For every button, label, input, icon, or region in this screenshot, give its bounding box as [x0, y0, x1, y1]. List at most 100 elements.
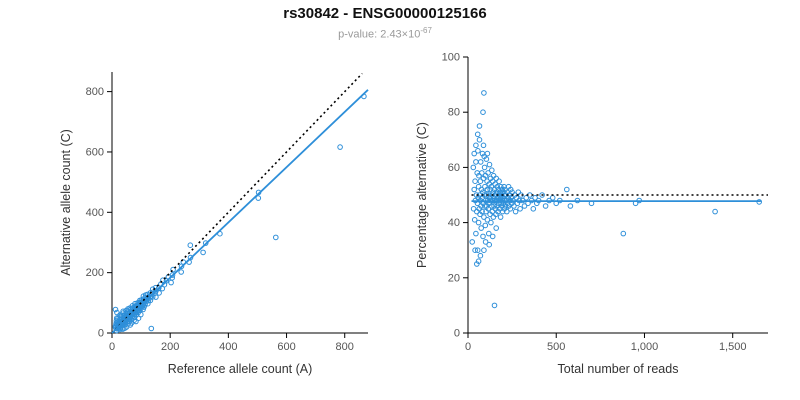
data-point — [491, 203, 497, 209]
data-point — [491, 302, 498, 309]
data-point — [488, 203, 495, 209]
data-point — [523, 195, 530, 201]
figure-title: rs30842 - ENSG00000125166 — [283, 5, 487, 22]
data-point — [542, 203, 549, 209]
y-axis-label: Alternative allele count (C) — [59, 129, 73, 276]
data-point — [484, 186, 491, 193]
x-tick-label: 0 — [109, 341, 115, 353]
data-point — [202, 240, 209, 246]
data-point — [494, 183, 501, 190]
data-point — [485, 192, 492, 198]
data-point — [485, 206, 492, 212]
data-point — [484, 217, 491, 223]
data-point — [480, 233, 486, 240]
data-point — [469, 239, 476, 245]
y-tick-label: 0 — [98, 328, 104, 340]
data-point — [187, 254, 194, 261]
x-tick-label: 1,000 — [631, 341, 659, 353]
data-point — [532, 195, 538, 201]
data-point — [486, 241, 493, 248]
x-tick-label: 500 — [547, 341, 565, 353]
data-point — [507, 186, 514, 193]
fit-line — [111, 89, 369, 334]
data-point — [486, 230, 492, 237]
data-point — [481, 164, 488, 171]
y-tick-label: 600 — [86, 146, 104, 158]
data-point — [477, 159, 484, 165]
data-point — [255, 195, 262, 201]
pvalue-subtitle: p-value: 2.43×10-67 — [0, 26, 770, 41]
x-tick-label: 200 — [161, 341, 179, 353]
data-point — [479, 208, 485, 215]
data-point — [567, 203, 574, 209]
data-point — [200, 249, 206, 256]
data-point — [477, 178, 484, 184]
data-point — [482, 222, 489, 229]
data-point — [475, 183, 482, 190]
data-point — [148, 325, 155, 332]
data-point — [511, 203, 517, 209]
data-point — [273, 234, 279, 241]
data-point — [471, 150, 478, 157]
data-point — [472, 178, 478, 184]
data-point — [475, 219, 482, 226]
data-point — [485, 170, 491, 176]
data-point — [113, 315, 120, 322]
data-point — [178, 269, 184, 275]
data-point — [473, 142, 479, 149]
data-point — [517, 206, 523, 212]
data-point — [112, 306, 119, 313]
data-point — [481, 247, 487, 253]
data-point — [478, 186, 485, 193]
x-tick-label: 1,500 — [719, 341, 747, 353]
data-point — [515, 189, 522, 195]
x-tick-label: 800 — [336, 341, 354, 353]
data-point — [476, 172, 482, 179]
data-point — [481, 214, 487, 220]
data-point — [490, 172, 497, 179]
data-point — [480, 142, 487, 149]
y-tick-label: 20 — [448, 272, 460, 284]
ref-vs-alt-plot: 0 200 400 600 800 0 200 400 600 800 Reference alle… — [59, 72, 369, 376]
data-point — [489, 208, 496, 215]
data-point — [489, 233, 496, 240]
data-point — [484, 150, 491, 157]
data-point — [482, 203, 488, 209]
data-point — [493, 175, 500, 182]
data-point — [337, 144, 343, 150]
x-axis-label: Reference allele count (A) — [168, 362, 313, 376]
y-tick-label: 40 — [448, 217, 460, 229]
data-point — [498, 183, 504, 190]
data-point — [712, 208, 718, 215]
data-point — [160, 277, 166, 284]
data-point — [471, 217, 478, 223]
data-point — [549, 195, 556, 201]
data-point — [488, 183, 495, 190]
data-point — [168, 279, 174, 286]
x-tick-label: 600 — [277, 341, 295, 353]
data-point — [476, 137, 483, 143]
data-point — [475, 258, 482, 265]
data-point — [470, 164, 477, 171]
y-tick-label: 0 — [454, 328, 460, 340]
data-point — [620, 230, 627, 237]
data-point — [480, 109, 486, 115]
data-point — [474, 131, 481, 138]
data-point — [530, 206, 537, 212]
data-point — [169, 272, 176, 278]
y-tick-label: 100 — [442, 52, 460, 64]
data-point — [493, 225, 500, 231]
data-point — [479, 170, 485, 176]
x-tick-label: 400 — [219, 341, 237, 353]
data-point — [187, 242, 194, 248]
data-point — [477, 252, 484, 259]
identity-line — [111, 72, 363, 334]
data-point — [470, 206, 477, 212]
data-point — [497, 214, 504, 220]
data-point — [507, 206, 514, 212]
data-point — [483, 192, 490, 198]
data-point — [483, 156, 490, 162]
data-point — [488, 219, 494, 226]
data-point — [476, 123, 483, 129]
